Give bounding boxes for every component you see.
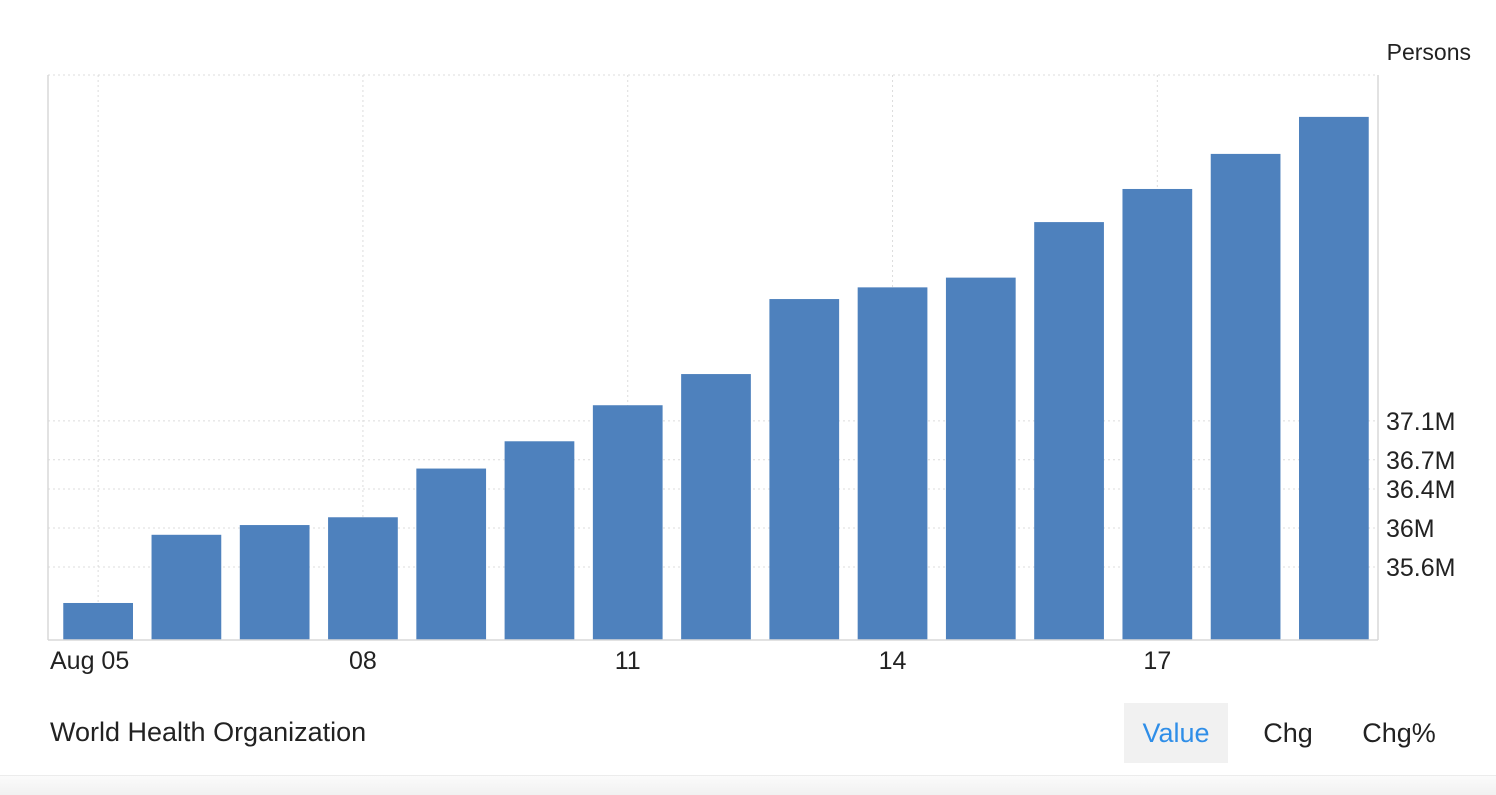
bar-aug-05[interactable]	[63, 602, 133, 640]
y-tick-label: 36M	[1386, 515, 1435, 543]
x-tick-label: 14	[879, 647, 907, 675]
bar-16[interactable]	[1034, 222, 1104, 640]
chg-tab-button[interactable]: Chg	[1263, 718, 1313, 748]
bar-15[interactable]	[945, 277, 1016, 640]
bar-10[interactable]	[504, 441, 575, 640]
unit-label: Persons	[1387, 39, 1471, 65]
y-tick-label: 37.1M	[1386, 408, 1455, 436]
bar-08[interactable]	[328, 517, 398, 640]
source-label: World Health Organization	[50, 717, 367, 747]
value-tab-button[interactable]: Value	[1124, 703, 1228, 763]
chart-footer: World Health Organization Value Chg Chg%	[0, 695, 1496, 775]
x-tick-label: 11	[615, 647, 641, 675]
bar-17[interactable]	[1122, 188, 1193, 641]
bottom-bar	[0, 775, 1496, 795]
bars	[63, 116, 1369, 641]
y-tick-label: 36.4M	[1386, 476, 1455, 504]
bar-09[interactable]	[416, 468, 487, 640]
bar-19[interactable]	[1299, 116, 1369, 640]
bar-13[interactable]	[769, 299, 840, 640]
bar-11[interactable]	[592, 405, 663, 640]
y-tick-label: 36.7M	[1386, 447, 1455, 475]
chg-pct-tab-button[interactable]: Chg%	[1362, 718, 1436, 748]
bar-06[interactable]	[151, 534, 222, 640]
x-tick-label: 08	[349, 647, 377, 675]
bar-07[interactable]	[239, 525, 310, 640]
y-tick-label: 35.6M	[1386, 554, 1455, 582]
x-tick-label: 17	[1143, 647, 1171, 675]
bar-12[interactable]	[681, 374, 751, 640]
bar-14[interactable]	[857, 287, 928, 640]
bar-18[interactable]	[1210, 153, 1281, 641]
x-tick-label: Aug 05	[50, 647, 129, 675]
